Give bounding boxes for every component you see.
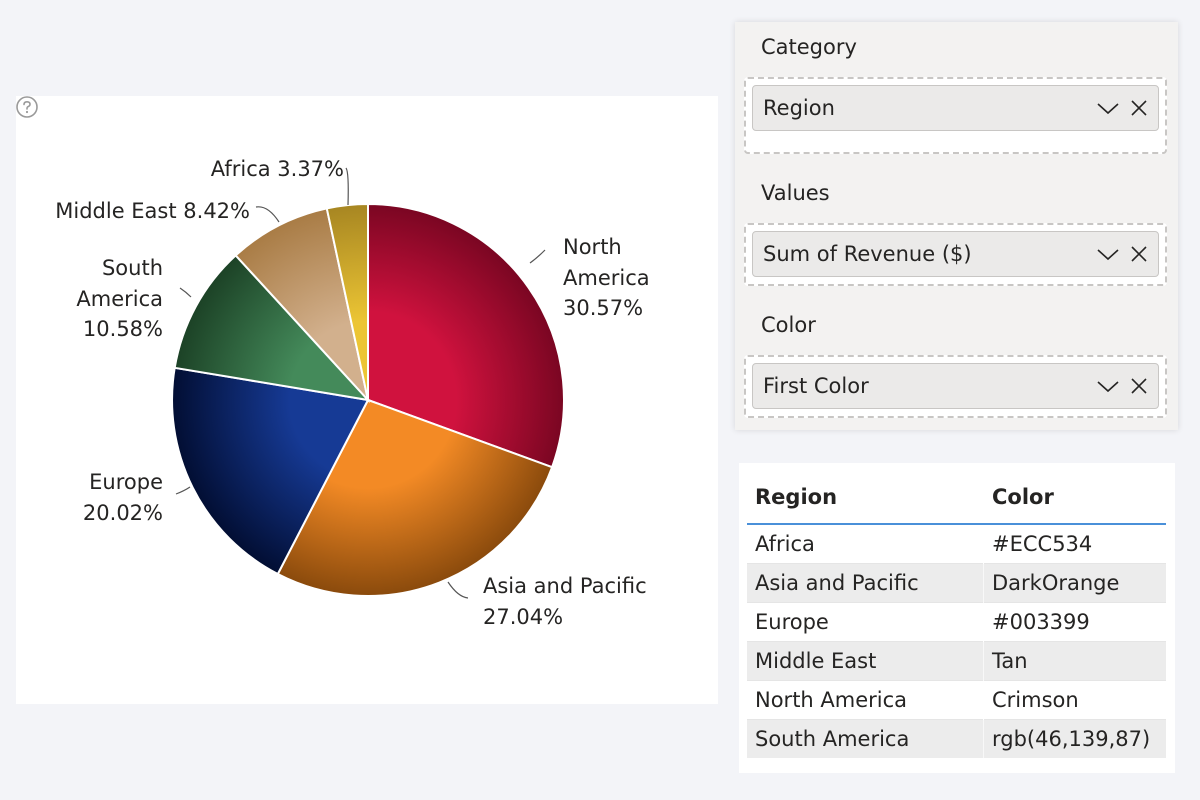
chevron-down-icon[interactable] <box>1096 99 1120 117</box>
color-table-visual: Region Color Africa #ECC534 Asia and Pac… <box>739 463 1175 773</box>
slice-south-america[interactable] <box>173 253 371 402</box>
field-pill-revenue[interactable]: Sum of Revenue ($) <box>752 231 1159 277</box>
field-pill-label: First Color <box>763 374 869 398</box>
well-drop-color[interactable]: First Color <box>744 355 1167 418</box>
label-north-america-line1: North <box>563 235 622 259</box>
column-header-color[interactable]: Color <box>983 471 1166 525</box>
table-row[interactable]: South America rgb(46,139,87) <box>747 719 1166 758</box>
cell-color: Crimson <box>983 680 1166 720</box>
table-row[interactable]: Asia and Pacific DarkOrange <box>747 563 1166 603</box>
table-row[interactable]: Middle East Tan <box>747 641 1166 681</box>
label-asia-pacific-name: Asia and Pacific <box>483 574 647 598</box>
close-icon[interactable] <box>1130 99 1148 117</box>
field-pill-first-color[interactable]: First Color <box>752 363 1159 409</box>
chevron-down-icon[interactable] <box>1096 245 1120 263</box>
leader-asia-pacific <box>447 581 469 599</box>
column-header-region[interactable]: Region <box>747 471 984 525</box>
field-pill-label: Sum of Revenue ($) <box>763 242 972 266</box>
label-asia-pacific-pct: 27.04% <box>483 605 563 629</box>
field-pill-region[interactable]: Region <box>752 85 1159 131</box>
label-south-america-line2: America <box>76 287 163 311</box>
table-row[interactable]: North America Crimson <box>747 680 1166 720</box>
well-title-category: Category <box>761 35 857 59</box>
leader-middle-east <box>255 206 280 223</box>
cell-region: Africa <box>747 523 984 564</box>
table-row[interactable]: Europe #003399 <box>747 602 1166 642</box>
well-drop-category[interactable]: Region <box>744 77 1167 154</box>
cell-region: South America <box>747 719 984 758</box>
cell-region: North America <box>747 680 984 720</box>
label-south-america-line1: South <box>102 256 163 280</box>
table-row[interactable]: Africa #ECC534 <box>747 523 1166 564</box>
well-title-values: Values <box>761 181 830 205</box>
cell-color: rgb(46,139,87) <box>983 719 1166 758</box>
well-title-color: Color <box>761 313 816 337</box>
field-pill-label: Region <box>763 96 835 120</box>
cell-color: #003399 <box>983 602 1166 642</box>
slice-africa[interactable] <box>325 202 369 401</box>
field-wells-panel: Category Region Values Sum of Revenue ($… <box>735 22 1178 430</box>
cell-color: DarkOrange <box>983 563 1166 603</box>
cell-region: Asia and Pacific <box>747 563 984 603</box>
leader-north-america <box>529 249 546 264</box>
cell-color: Tan <box>983 641 1166 681</box>
label-europe-name: Europe <box>89 470 163 494</box>
slice-europe[interactable] <box>171 366 370 576</box>
leader-europe <box>175 486 191 495</box>
table-header-row: Region Color <box>747 471 1166 525</box>
slice-middle-east[interactable] <box>234 207 370 404</box>
pie-chart-visual[interactable]: Africa 3.37% Middle East 8.42% South Ame… <box>16 96 718 704</box>
slice-asia-pacific[interactable] <box>276 398 554 597</box>
label-africa: Africa 3.37% <box>211 157 344 181</box>
label-europe-pct: 20.02% <box>83 501 163 525</box>
cell-region: Europe <box>747 602 984 642</box>
leader-south-america <box>179 287 192 298</box>
leader-africa <box>345 167 349 206</box>
close-icon[interactable] <box>1130 377 1148 395</box>
color-table: Region Color Africa #ECC534 Asia and Pac… <box>747 471 1166 758</box>
label-south-america-pct: 10.58% <box>83 317 163 341</box>
question-circle-icon[interactable] <box>16 96 38 118</box>
chevron-down-icon[interactable] <box>1096 377 1120 395</box>
label-north-america-line2: America <box>563 266 650 290</box>
slice-north-america[interactable] <box>367 202 565 469</box>
label-north-america-pct: 30.57% <box>563 296 643 320</box>
cell-color: #ECC534 <box>983 523 1166 564</box>
well-drop-values[interactable]: Sum of Revenue ($) <box>744 223 1167 286</box>
label-middle-east: Middle East 8.42% <box>55 199 250 223</box>
cell-region: Middle East <box>747 641 984 681</box>
close-icon[interactable] <box>1130 245 1148 263</box>
pie-chart: Africa 3.37% Middle East 8.42% South Ame… <box>55 157 650 629</box>
